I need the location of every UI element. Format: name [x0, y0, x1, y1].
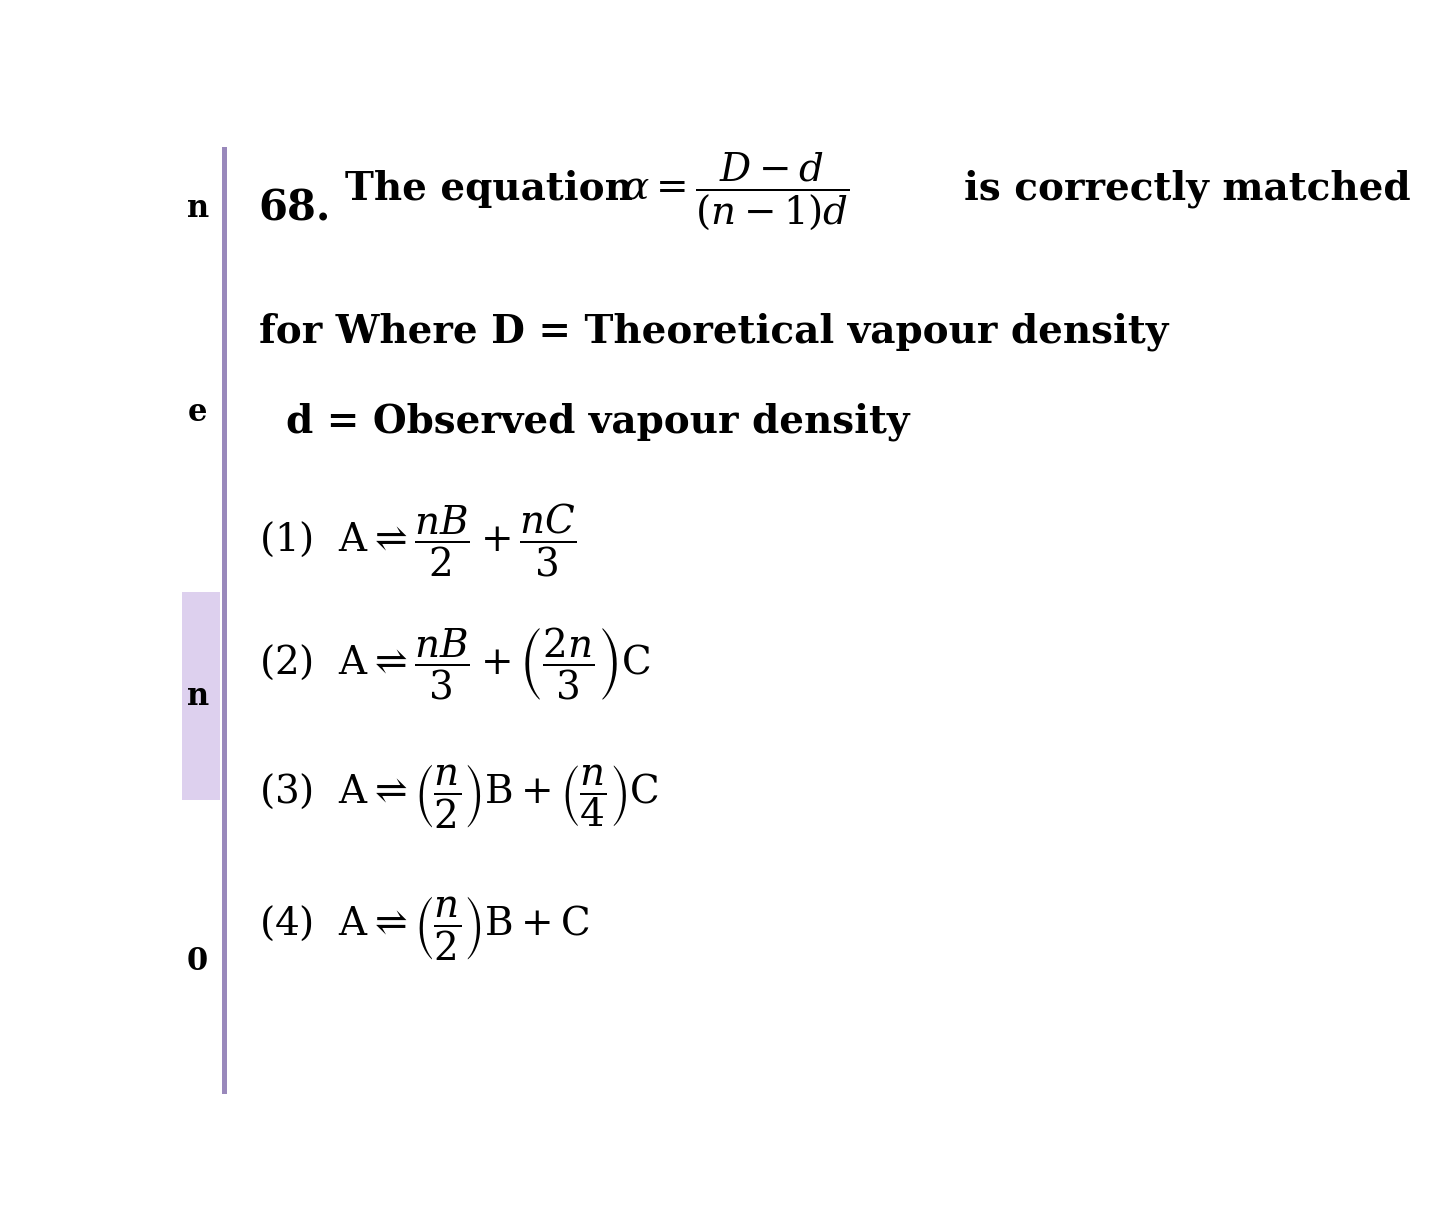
Bar: [223, 147, 227, 1094]
Text: 68.: 68.: [259, 188, 330, 230]
Text: (2)  $\mathrm{A}\rightleftharpoons\dfrac{nB}{3}+\left(\dfrac{2n}{3}\right)\mathr: (2) $\mathrm{A}\rightleftharpoons\dfrac{…: [259, 624, 650, 702]
Text: The equation: The equation: [345, 170, 661, 208]
Text: for Where D = Theoretical vapour density: for Where D = Theoretical vapour density: [259, 312, 1168, 351]
Text: (1)  $\mathrm{A}\rightleftharpoons\dfrac{nB}{2}+\dfrac{nC}{3}$: (1) $\mathrm{A}\rightleftharpoons\dfrac{…: [259, 501, 576, 579]
Text: d = Observed vapour density: d = Observed vapour density: [285, 403, 909, 441]
Text: is correctly matched: is correctly matched: [937, 170, 1411, 208]
Text: (4)  $\mathrm{A}\rightleftharpoons\left(\dfrac{n}{2}\right)\mathrm{B}+\mathrm{C}: (4) $\mathrm{A}\rightleftharpoons\left(\…: [259, 895, 589, 962]
Text: (3)  $\mathrm{A}\rightleftharpoons\left(\dfrac{n}{2}\right)\mathrm{B}+\left(\dfr: (3) $\mathrm{A}\rightleftharpoons\left(\…: [259, 762, 659, 830]
Text: n: n: [186, 193, 208, 225]
Bar: [182, 592, 220, 800]
Text: n: n: [186, 681, 208, 712]
Text: 0: 0: [188, 946, 208, 977]
Text: $\alpha = \dfrac{D-d}{(n-1)d}$: $\alpha = \dfrac{D-d}{(n-1)d}$: [621, 151, 850, 232]
Text: e: e: [188, 397, 208, 428]
